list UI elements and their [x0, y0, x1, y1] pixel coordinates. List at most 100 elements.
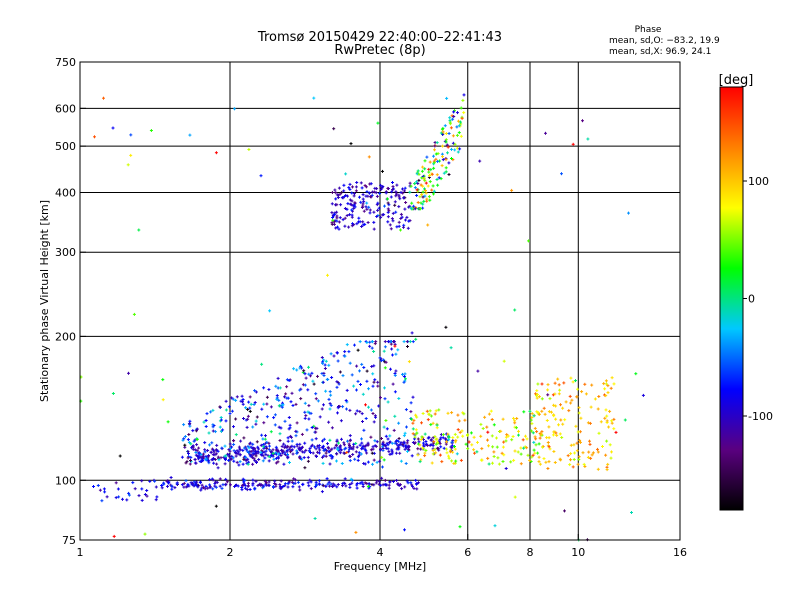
data-point	[256, 416, 259, 419]
y-tick-label: 600	[55, 102, 76, 115]
data-point	[376, 195, 379, 198]
data-point	[459, 525, 462, 528]
data-point	[607, 391, 610, 394]
data-point	[358, 196, 361, 199]
data-point	[560, 436, 563, 439]
data-point	[420, 421, 423, 424]
data-point	[393, 429, 396, 432]
data-point	[338, 187, 341, 190]
data-point	[596, 448, 599, 451]
data-point	[369, 209, 372, 212]
data-point	[446, 451, 449, 454]
data-point	[384, 397, 387, 400]
data-point	[349, 362, 352, 365]
data-point	[486, 431, 489, 434]
data-point	[295, 369, 298, 372]
data-point	[450, 148, 453, 151]
data-point	[610, 387, 613, 390]
data-point	[445, 166, 448, 169]
data-point	[356, 487, 359, 490]
data-point	[304, 402, 307, 405]
data-point	[236, 395, 239, 398]
data-point	[405, 408, 408, 411]
data-point	[401, 188, 404, 191]
data-point	[442, 433, 445, 436]
data-point	[292, 404, 295, 407]
data-point	[372, 385, 375, 388]
data-point	[394, 200, 397, 203]
data-point	[364, 403, 367, 406]
data-point	[102, 97, 105, 100]
data-point	[627, 212, 630, 215]
data-point	[398, 437, 401, 440]
data-point	[391, 354, 394, 357]
data-point	[211, 487, 214, 490]
data-point	[454, 460, 457, 463]
data-point	[334, 197, 337, 200]
data-point	[561, 407, 564, 410]
data-point	[173, 486, 176, 489]
data-point	[559, 432, 562, 435]
data-point	[398, 225, 401, 228]
data-point	[322, 462, 325, 465]
data-point	[373, 228, 376, 231]
data-point	[339, 216, 342, 219]
data-point	[491, 445, 494, 448]
data-point	[440, 460, 443, 463]
data-point	[579, 417, 582, 420]
data-point	[222, 483, 225, 486]
data-point	[375, 187, 378, 190]
data-point	[444, 326, 447, 329]
data-point	[247, 148, 250, 151]
colorbar-label: [deg]	[719, 73, 754, 88]
y-tick-label: 500	[55, 140, 76, 153]
data-point	[456, 452, 459, 455]
data-point	[311, 438, 314, 441]
data-point	[315, 397, 318, 400]
data-point	[515, 417, 518, 420]
data-point	[358, 369, 361, 372]
data-point	[412, 340, 415, 343]
data-point	[397, 422, 400, 425]
data-point	[427, 418, 430, 421]
data-point	[570, 399, 573, 402]
data-point	[427, 185, 430, 188]
data-point	[310, 487, 313, 490]
data-point	[304, 449, 307, 452]
data-point	[478, 160, 481, 163]
data-point	[494, 524, 497, 527]
data-point	[362, 198, 365, 201]
data-point	[606, 463, 609, 466]
data-point	[391, 181, 394, 184]
data-point	[589, 443, 592, 446]
data-point	[376, 381, 379, 384]
data-point	[307, 484, 310, 487]
data-point	[491, 434, 494, 437]
data-point	[232, 460, 235, 463]
data-point	[275, 446, 278, 449]
data-point	[189, 463, 192, 466]
data-point	[376, 209, 379, 212]
data-point	[229, 443, 232, 446]
data-point	[563, 509, 566, 512]
data-point	[539, 437, 542, 440]
data-point	[465, 443, 468, 446]
data-point	[225, 400, 228, 403]
data-point	[415, 194, 418, 197]
data-point	[371, 372, 374, 375]
data-point	[239, 460, 242, 463]
data-point	[133, 313, 136, 316]
data-point	[510, 189, 513, 192]
data-point	[384, 345, 387, 348]
data-point	[205, 425, 208, 428]
data-point	[307, 366, 310, 369]
data-point	[421, 170, 424, 173]
data-point	[349, 183, 352, 186]
data-point	[362, 393, 365, 396]
data-point	[225, 409, 228, 412]
data-point	[329, 394, 332, 397]
data-point	[554, 418, 557, 421]
data-point	[558, 389, 561, 392]
data-point	[371, 347, 374, 350]
data-point	[456, 414, 459, 417]
